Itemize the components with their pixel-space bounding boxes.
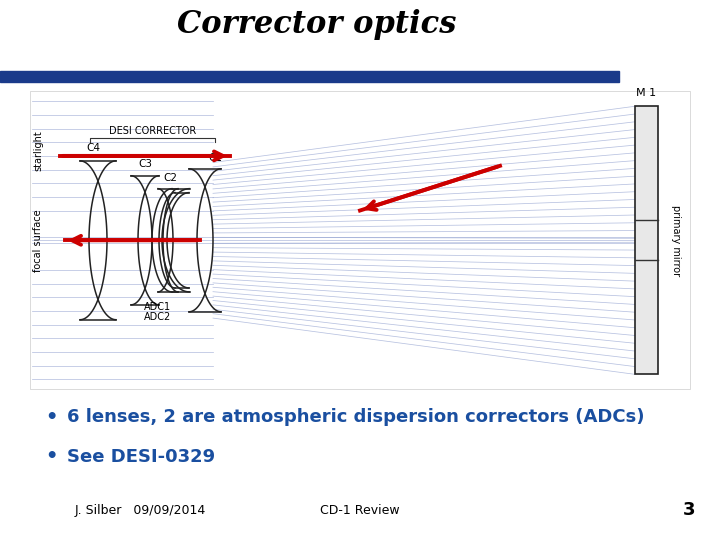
Text: •: • xyxy=(45,408,58,427)
Text: •: • xyxy=(45,447,58,466)
Text: ADC1: ADC1 xyxy=(143,302,171,312)
Text: C1: C1 xyxy=(208,153,222,163)
Text: Corrector optics: Corrector optics xyxy=(177,9,456,40)
Text: C3: C3 xyxy=(138,159,152,169)
Text: primary mirror: primary mirror xyxy=(671,205,681,276)
Text: focal surface: focal surface xyxy=(33,209,43,272)
Text: ADC2: ADC2 xyxy=(145,312,171,322)
Bar xyxy=(0,71,619,82)
Text: DESI CORRECTOR: DESI CORRECTOR xyxy=(109,126,196,136)
Text: See DESI-0329: See DESI-0329 xyxy=(67,448,215,465)
Text: M 1: M 1 xyxy=(636,89,657,98)
Bar xyxy=(635,106,658,374)
Text: J. Silber   09/09/2014: J. Silber 09/09/2014 xyxy=(75,504,206,517)
Text: C2: C2 xyxy=(163,173,177,183)
Text: 6 lenses, 2 are atmospheric dispersion correctors (ADCs): 6 lenses, 2 are atmospheric dispersion c… xyxy=(67,408,644,426)
Text: starlight: starlight xyxy=(33,131,43,171)
Text: C4: C4 xyxy=(86,143,100,153)
Text: CD-1 Review: CD-1 Review xyxy=(320,504,400,517)
Text: 3: 3 xyxy=(683,501,695,519)
